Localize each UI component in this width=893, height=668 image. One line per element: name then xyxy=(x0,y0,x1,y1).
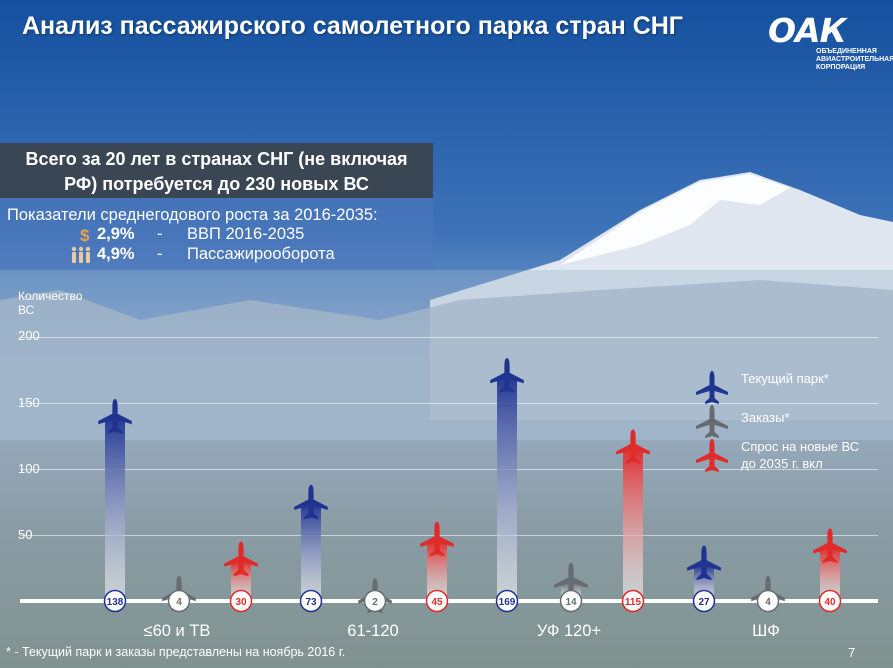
page-title: Анализ пассажирского самолетного парка с… xyxy=(22,12,683,40)
growth-indicators-panel: Показатели среднегодового роста за 2016-… xyxy=(0,198,433,270)
plane-marker-demand-1 xyxy=(224,541,258,577)
plane-marker-current-3 xyxy=(490,358,524,393)
value-badge-orders-2 xyxy=(363,589,387,613)
plane-marker-demand-2 xyxy=(420,521,454,557)
y-tick-200: 200 xyxy=(18,328,40,343)
gridline-150 xyxy=(20,403,878,404)
data-label-demand-1: 30 xyxy=(235,597,247,608)
legend-current: Текущий парк* xyxy=(692,370,829,410)
value-badge-demand-2 xyxy=(425,589,449,613)
data-label-demand-3: 115 xyxy=(625,597,642,608)
value-badge-current-1 xyxy=(103,589,127,613)
plane-marker-current-2 xyxy=(294,484,328,520)
data-label-orders-3: 14 xyxy=(565,597,577,608)
bar-demand-2 xyxy=(427,541,447,599)
callout-line-2: РФ) потребуется до 230 новых ВС xyxy=(64,174,369,194)
plane-marker-demand-3 xyxy=(616,429,650,464)
page-number: 7 xyxy=(848,645,856,660)
value-badge-orders-3 xyxy=(559,589,583,613)
footnote: * - Текущий парк и заказы представлены н… xyxy=(6,645,346,659)
bar-current-2 xyxy=(301,504,321,599)
company-logo: ОАК ОБЪЕДИНЕННАЯ АВИАСТРОИТЕЛЬНАЯ КОРПОР… xyxy=(768,11,893,74)
passenger-label: Пассажирооборота xyxy=(187,245,335,263)
passenger-value: 4,9% xyxy=(97,245,135,263)
value-badge-demand-4 xyxy=(818,589,842,613)
legend-demand: Спрос на новые ВС до 2035 г. вкл xyxy=(692,438,859,478)
value-badge-current-3 xyxy=(495,589,519,613)
logo-mark: ОАК xyxy=(768,11,847,50)
bar-current-3 xyxy=(497,377,517,599)
data-label-demand-4: 40 xyxy=(824,597,836,608)
plane-marker-current-1 xyxy=(98,398,132,434)
data-label-orders-4: 4 xyxy=(765,597,771,608)
value-badge-orders-1 xyxy=(167,589,191,613)
plane-marker-demand-4 xyxy=(813,528,847,563)
legend-demand-plane-icon xyxy=(696,439,728,472)
data-label-current-4: 27 xyxy=(698,597,710,608)
data-label-demand-2: 45 xyxy=(431,597,443,608)
data-label-current-2: 73 xyxy=(305,597,317,608)
svg-text:$: $ xyxy=(80,226,90,245)
y-axis-label: Количество ВС xyxy=(18,289,83,317)
category-label-1: ≤60 и ТВ xyxy=(143,622,211,640)
data-label-current-1: 138 xyxy=(107,597,124,608)
value-badge-current-4 xyxy=(692,589,716,613)
legend-current-plane-icon xyxy=(696,371,728,404)
bar-demand-1 xyxy=(231,561,251,599)
bar-current-1 xyxy=(105,418,125,599)
value-badge-orders-4 xyxy=(756,589,780,613)
gridline-200 xyxy=(20,337,878,338)
gdp-value: 2,9% xyxy=(97,225,135,243)
data-label-orders-1: 4 xyxy=(176,597,182,608)
growth-row-passengers: 4,9% - Пассажирооборота xyxy=(70,245,335,264)
legend-orders: Заказы* xyxy=(692,404,790,444)
summary-callout: Всего за 20 лет в странах СНГ (не включа… xyxy=(0,143,433,198)
value-badge-demand-3 xyxy=(621,589,645,613)
passengers-icon xyxy=(71,246,91,263)
growth-heading: Показатели среднегодового роста за 2016-… xyxy=(7,206,378,224)
category-label-2: 61-120 xyxy=(347,622,399,640)
y-tick-50: 50 xyxy=(18,527,33,542)
data-label-orders-2: 2 xyxy=(372,597,378,608)
y-tick-150: 150 xyxy=(18,395,40,410)
growth-row-gdp: $ 2,9% - ВВП 2016-2035 xyxy=(70,225,305,245)
x-axis-baseline xyxy=(20,599,878,603)
gdp-label: ВВП 2016-2035 xyxy=(187,225,305,243)
value-badge-current-2 xyxy=(299,589,323,613)
plane-marker-current-4 xyxy=(687,545,721,581)
dollar-icon: $ xyxy=(80,226,90,245)
legend-orders-plane-icon xyxy=(696,405,728,438)
callout-line-1: Всего за 20 лет в странах СНГ (не включа… xyxy=(25,149,408,169)
gridline-100 xyxy=(20,469,878,470)
value-badge-demand-1 xyxy=(229,589,253,613)
category-label-3: УФ 120+ xyxy=(536,622,602,640)
data-label-current-3: 169 xyxy=(499,597,516,608)
logo-subtitle: ОБЪЕДИНЕННАЯ АВИАСТРОИТЕЛЬНАЯ КОРПОРАЦИЯ xyxy=(816,48,893,71)
gridline-50 xyxy=(20,535,878,536)
bar-current-4 xyxy=(694,565,714,599)
bar-demand-3 xyxy=(623,449,643,599)
category-label-4: ШФ xyxy=(752,622,780,640)
y-tick-100: 100 xyxy=(18,461,40,476)
